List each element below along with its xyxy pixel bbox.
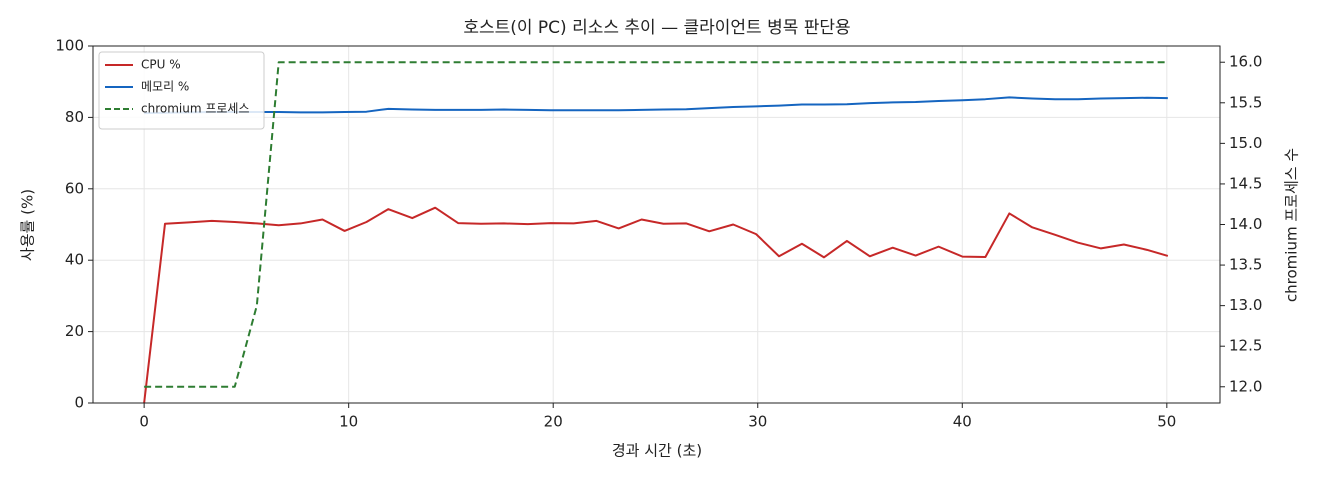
y2-tick-label: 12.0 (1229, 377, 1262, 395)
series-line (144, 61, 1168, 388)
y2-tick-label: 15.0 (1229, 134, 1262, 152)
x-tick-label: 0 (139, 413, 149, 431)
y-tick-label: 0 (74, 394, 84, 412)
y2-tick-label: 14.5 (1229, 174, 1262, 192)
x-axis-label: 경과 시간 (초) (612, 442, 702, 460)
series-line (144, 96, 1168, 115)
y2-axis-label: chromium 프로세스 수 (1283, 148, 1301, 302)
x-tick-label: 10 (339, 413, 358, 431)
legend-label: 메모리 % (141, 80, 189, 94)
y2-tick-label: 15.5 (1229, 93, 1262, 111)
y-tick-label: 100 (55, 37, 84, 55)
x-tick-label: 30 (748, 413, 767, 431)
x-tick-label: 20 (544, 413, 563, 431)
y2-tick-label: 12.5 (1229, 337, 1262, 355)
y2-tick-label: 13.0 (1229, 296, 1262, 314)
y-tick-label: 40 (65, 251, 84, 269)
plot-frame (92, 45, 1221, 404)
y2-tick-label: 14.0 (1229, 215, 1262, 233)
y-tick-label: 60 (65, 179, 84, 197)
chart-title: 호스트(이 PC) 리소스 추이 — 클라이언트 병목 판단용 (463, 18, 850, 38)
y-tick-label: 80 (65, 108, 84, 126)
x-tick-label: 40 (953, 413, 972, 431)
y-axis-label: 사용률 (%) (19, 189, 37, 261)
y2-tick-label: 13.5 (1229, 256, 1262, 274)
legend: CPU % 메모리 % chromium 프로세스 (98, 51, 265, 130)
y2-tick-label: 16.0 (1229, 53, 1262, 71)
series-line (143, 206, 1169, 404)
y-tick-label: 20 (65, 322, 84, 340)
legend-box (98, 51, 265, 130)
x-tick-label: 50 (1157, 413, 1176, 431)
legend-label: CPU % (141, 58, 181, 72)
legend-label: chromium 프로세스 (141, 102, 250, 116)
